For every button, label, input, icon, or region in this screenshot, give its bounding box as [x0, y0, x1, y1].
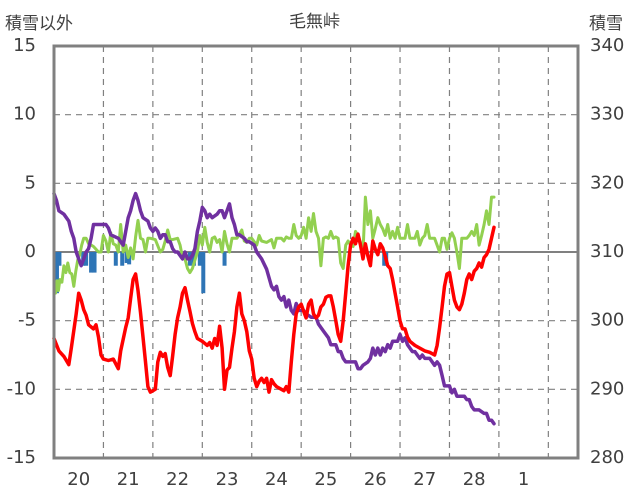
y-tick-label-left: -5: [18, 310, 36, 331]
x-tick-label: 20: [67, 469, 90, 490]
right-axis-label: 積雪: [589, 14, 623, 34]
y-tick-label-left: 0: [25, 241, 36, 262]
x-tick-label: 25: [314, 469, 337, 490]
precip-bar: [89, 252, 94, 273]
precip-bar: [113, 252, 118, 266]
precip-bar: [222, 252, 227, 266]
y-tick-label-left: 5: [25, 172, 36, 193]
precip-bar: [57, 252, 62, 266]
y-tick-label-right: 280: [590, 447, 624, 468]
y-tick-label-left: -10: [7, 378, 36, 399]
y-tick-label-left: 15: [13, 35, 36, 56]
series-line-snow-depth: [52, 191, 496, 426]
y-tick-label-right: 310: [590, 241, 624, 262]
x-tick-label: 22: [166, 469, 189, 490]
precip-bar: [201, 252, 206, 294]
y-tick-label-right: 290: [590, 378, 624, 399]
y-tick-label-right: 320: [590, 172, 624, 193]
x-tick-label: 27: [413, 469, 436, 490]
x-tick-label: 23: [216, 469, 239, 490]
x-tick-label: 21: [117, 469, 140, 490]
precip-bar: [92, 252, 97, 273]
x-tick-label: 24: [265, 469, 288, 490]
x-tick-label: 26: [364, 469, 387, 490]
precip-bar: [124, 252, 129, 263]
precip-bar: [84, 252, 89, 266]
y-tick-label-right: 340: [590, 35, 624, 56]
y-tick-label-right: 300: [590, 310, 624, 331]
series-line-wind: [52, 195, 496, 295]
x-tick-label: 1: [518, 469, 529, 490]
left-axis-label: 積雪以外: [5, 14, 73, 34]
precip-bar: [120, 252, 125, 266]
y-tick-label-left: 10: [13, 104, 36, 125]
plot-border: [52, 44, 580, 460]
y-tick-label-left: -15: [7, 447, 36, 468]
precip-bar: [197, 252, 202, 266]
precip-bar: [54, 252, 59, 294]
x-tick-label: 28: [463, 469, 486, 490]
y-tick-label-right: 330: [590, 104, 624, 125]
series-line-temperature: [52, 225, 496, 394]
chart-title: 毛無峠: [289, 12, 340, 32]
